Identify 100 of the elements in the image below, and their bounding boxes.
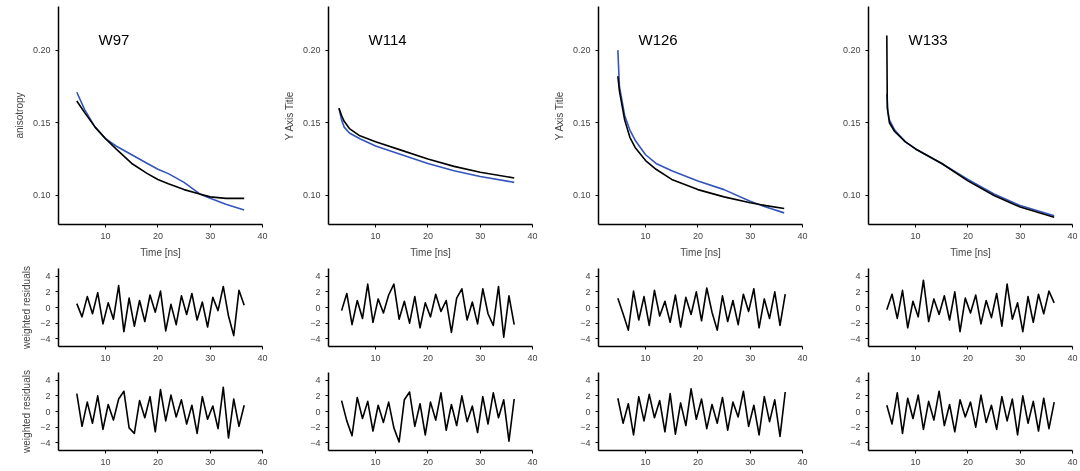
y-tick-label: 2 [315, 390, 321, 401]
y-tick-label: 4 [315, 271, 321, 282]
x-tick-label: 20 [422, 230, 433, 241]
x-tick-label: 10 [640, 230, 651, 241]
y-axis-title: anisotropy [13, 92, 25, 139]
x-tick-label: 10 [100, 230, 111, 241]
y-tick-label: −4 [310, 333, 321, 344]
annotation: W133 [908, 30, 948, 48]
y-tick-label: 0.15 [32, 117, 51, 128]
x-tick-label: 20 [692, 352, 703, 363]
x-tick-label: 30 [475, 352, 486, 363]
x-tick-label: 40 [1067, 456, 1078, 467]
x-tick-label: 30 [205, 456, 216, 467]
x-tick-label: 20 [152, 456, 163, 467]
y-tick-label: 2 [855, 286, 861, 297]
y-tick-label: −4 [580, 333, 591, 344]
y-tick-label: 0.20 [842, 45, 861, 56]
y-tick-label: 2 [45, 286, 51, 297]
x-tick-label: 10 [910, 230, 921, 241]
y-tick-label: 0 [45, 406, 51, 417]
x-tick-label: 20 [422, 352, 433, 363]
x-tick-label: 30 [475, 230, 486, 241]
y-tick-label: 0.20 [572, 45, 591, 56]
y-tick-label: −2 [850, 422, 861, 433]
y-tick-label: 0.10 [302, 190, 321, 201]
y-tick-label: 0.10 [32, 190, 51, 201]
y-tick-label: −2 [310, 422, 321, 433]
x-tick-label: 20 [422, 456, 433, 467]
x-tick-label: 30 [475, 456, 486, 467]
y-tick-label: 0.20 [302, 45, 321, 56]
x-tick-label: 10 [370, 456, 381, 467]
x-tick-label: 30 [745, 230, 756, 241]
x-tick-label: 10 [910, 352, 921, 363]
y-tick-label: 0.15 [572, 117, 591, 128]
x-tick-label: 20 [692, 230, 703, 241]
x-tick-label: 20 [962, 352, 973, 363]
y-tick-label: −2 [40, 318, 51, 329]
y-tick-label: −4 [580, 437, 591, 448]
x-tick-label: 30 [745, 352, 756, 363]
x-tick-label: 10 [640, 456, 651, 467]
y-tick-label: 0.15 [302, 117, 321, 128]
x-tick-label: 20 [152, 230, 163, 241]
x-tick-label: 20 [152, 352, 163, 363]
x-tick-label: 30 [205, 230, 216, 241]
y-axis-title: weighted residuals [21, 266, 33, 350]
y-tick-label: 0 [585, 406, 591, 417]
y-tick-label: 0 [855, 406, 861, 417]
x-axis-title: Time [ns] [950, 246, 992, 258]
y-tick-label: 0 [315, 302, 321, 313]
x-tick-label: 30 [1015, 230, 1026, 241]
y-tick-label: 4 [315, 375, 321, 386]
y-tick-label: 2 [315, 286, 321, 297]
y-tick-label: −4 [310, 437, 321, 448]
x-tick-label: 40 [257, 230, 268, 241]
x-tick-label: 10 [910, 456, 921, 467]
y-tick-label: 0.15 [842, 117, 861, 128]
y-tick-label: −2 [40, 422, 51, 433]
x-tick-label: 40 [1067, 230, 1078, 241]
x-axis-title: Time [ns] [680, 246, 722, 258]
y-tick-label: 0.20 [32, 45, 51, 56]
y-tick-label: 0.10 [572, 190, 591, 201]
y-tick-label: 2 [585, 390, 591, 401]
x-tick-label: 40 [527, 230, 538, 241]
x-axis-title: Time [ns] [140, 246, 182, 258]
y-tick-label: −2 [850, 318, 861, 329]
y-tick-label: 4 [45, 375, 51, 386]
x-tick-label: 30 [205, 352, 216, 363]
x-tick-label: 10 [370, 230, 381, 241]
y-tick-label: 0 [585, 302, 591, 313]
y-tick-label: 0 [315, 406, 321, 417]
x-tick-label: 10 [370, 352, 381, 363]
y-tick-label: 2 [585, 286, 591, 297]
x-tick-label: 30 [1015, 456, 1026, 467]
annotation: W114 [368, 30, 407, 48]
y-axis-title: Y Axis Title [553, 91, 565, 141]
x-axis-title: Time [ns] [410, 246, 452, 258]
y-tick-label: 0 [45, 302, 51, 313]
y-tick-label: −2 [580, 422, 591, 433]
y-tick-label: −4 [40, 333, 51, 344]
y-tick-label: 0 [855, 302, 861, 313]
annotation: W126 [638, 30, 678, 48]
y-tick-label: −2 [310, 318, 321, 329]
x-tick-label: 10 [640, 352, 651, 363]
y-tick-label: 4 [855, 271, 861, 282]
y-tick-label: 2 [855, 390, 861, 401]
y-tick-label: −4 [850, 437, 861, 448]
y-tick-label: −4 [850, 333, 861, 344]
y-tick-label: −4 [40, 437, 51, 448]
x-tick-label: 40 [1067, 352, 1078, 363]
y-tick-label: 4 [855, 375, 861, 386]
x-tick-label: 40 [797, 456, 808, 467]
x-tick-label: 20 [962, 230, 973, 241]
x-tick-label: 30 [745, 456, 756, 467]
x-tick-label: 40 [257, 352, 268, 363]
x-tick-label: 40 [527, 456, 538, 467]
y-tick-label: 4 [45, 271, 51, 282]
x-tick-label: 20 [692, 456, 703, 467]
x-tick-label: 30 [1015, 352, 1026, 363]
x-tick-label: 40 [257, 456, 268, 467]
x-tick-label: 10 [100, 352, 111, 363]
